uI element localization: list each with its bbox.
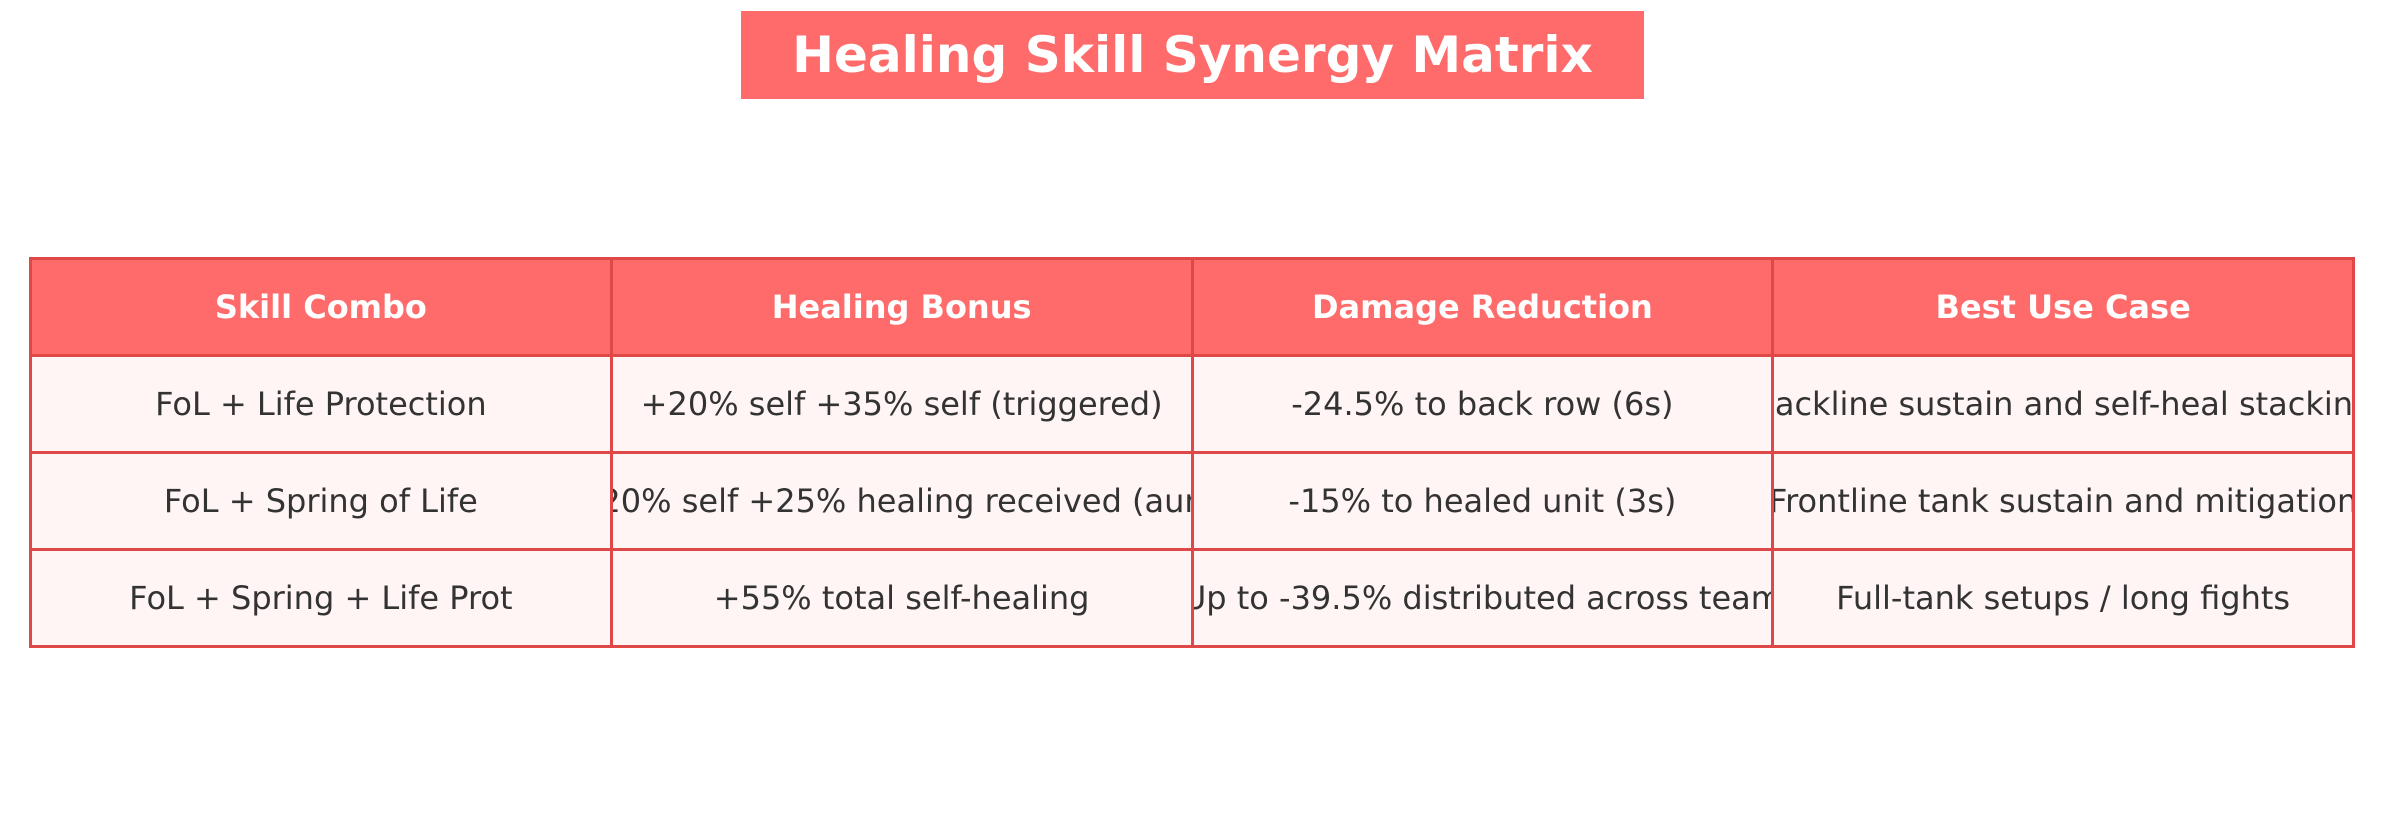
header-row: Skill Combo Healing Bonus Damage Reducti… (29, 257, 2355, 357)
table-row: FoL + Spring + Life Prot +55% total self… (29, 548, 2355, 648)
cell-text: +20% self +25% healing received (aura) (614, 482, 1189, 520)
table-cell: +20% self +25% healing received (aura) (609, 451, 1194, 551)
table-row: FoL + Life Protection +20% self +35% sel… (29, 354, 2355, 454)
title-box: Healing Skill Synergy Matrix (741, 11, 1644, 99)
cell-text: Up to -39.5% distributed across team (1192, 579, 1773, 617)
chart-title: Healing Skill Synergy Matrix (792, 26, 1593, 84)
table-row: FoL + Spring of Life +20% self +25% heal… (29, 451, 2355, 551)
header-healing-bonus: Healing Bonus (609, 257, 1194, 357)
table-cell: -15% to healed unit (3s) (1190, 451, 1775, 551)
header-best-use-case: Best Use Case (1771, 257, 2355, 357)
cell-text: -15% to healed unit (3s) (1288, 482, 1677, 520)
table-cell: FoL + Spring of Life (29, 451, 613, 551)
table-cell: Up to -39.5% distributed across team (1190, 548, 1775, 648)
cell-text: +55% total self-healing (713, 579, 1090, 617)
cell-text: Backline sustain and self-heal stacking (1772, 385, 2354, 423)
table-cell: FoL + Spring + Life Prot (29, 548, 613, 648)
cell-text: Frontline tank sustain and mitigation (1772, 482, 2354, 520)
table-cell: +20% self +35% self (triggered) (609, 354, 1194, 454)
cell-text: +20% self +35% self (triggered) (640, 385, 1163, 423)
header-damage-reduction: Damage Reduction (1190, 257, 1775, 357)
header-skill-combo: Skill Combo (29, 257, 613, 357)
cell-text: -24.5% to back row (6s) (1291, 385, 1674, 423)
table-cell: +55% total self-healing (609, 548, 1194, 648)
synergy-table: Skill Combo Healing Bonus Damage Reducti… (29, 257, 2355, 648)
table-cell: -24.5% to back row (6s) (1190, 354, 1775, 454)
table-cell: FoL + Life Protection (29, 354, 613, 454)
cell-text: FoL + Life Protection (155, 385, 487, 423)
cell-text: FoL + Spring of Life (163, 482, 478, 520)
table-cell: Backline sustain and self-heal stacking (1771, 354, 2355, 454)
cell-text: FoL + Spring + Life Prot (129, 579, 513, 617)
table-cell: Full-tank setups / long fights (1771, 548, 2355, 648)
table-cell: Frontline tank sustain and mitigation (1771, 451, 2355, 551)
cell-text: Full-tank setups / long fights (1836, 579, 2291, 617)
